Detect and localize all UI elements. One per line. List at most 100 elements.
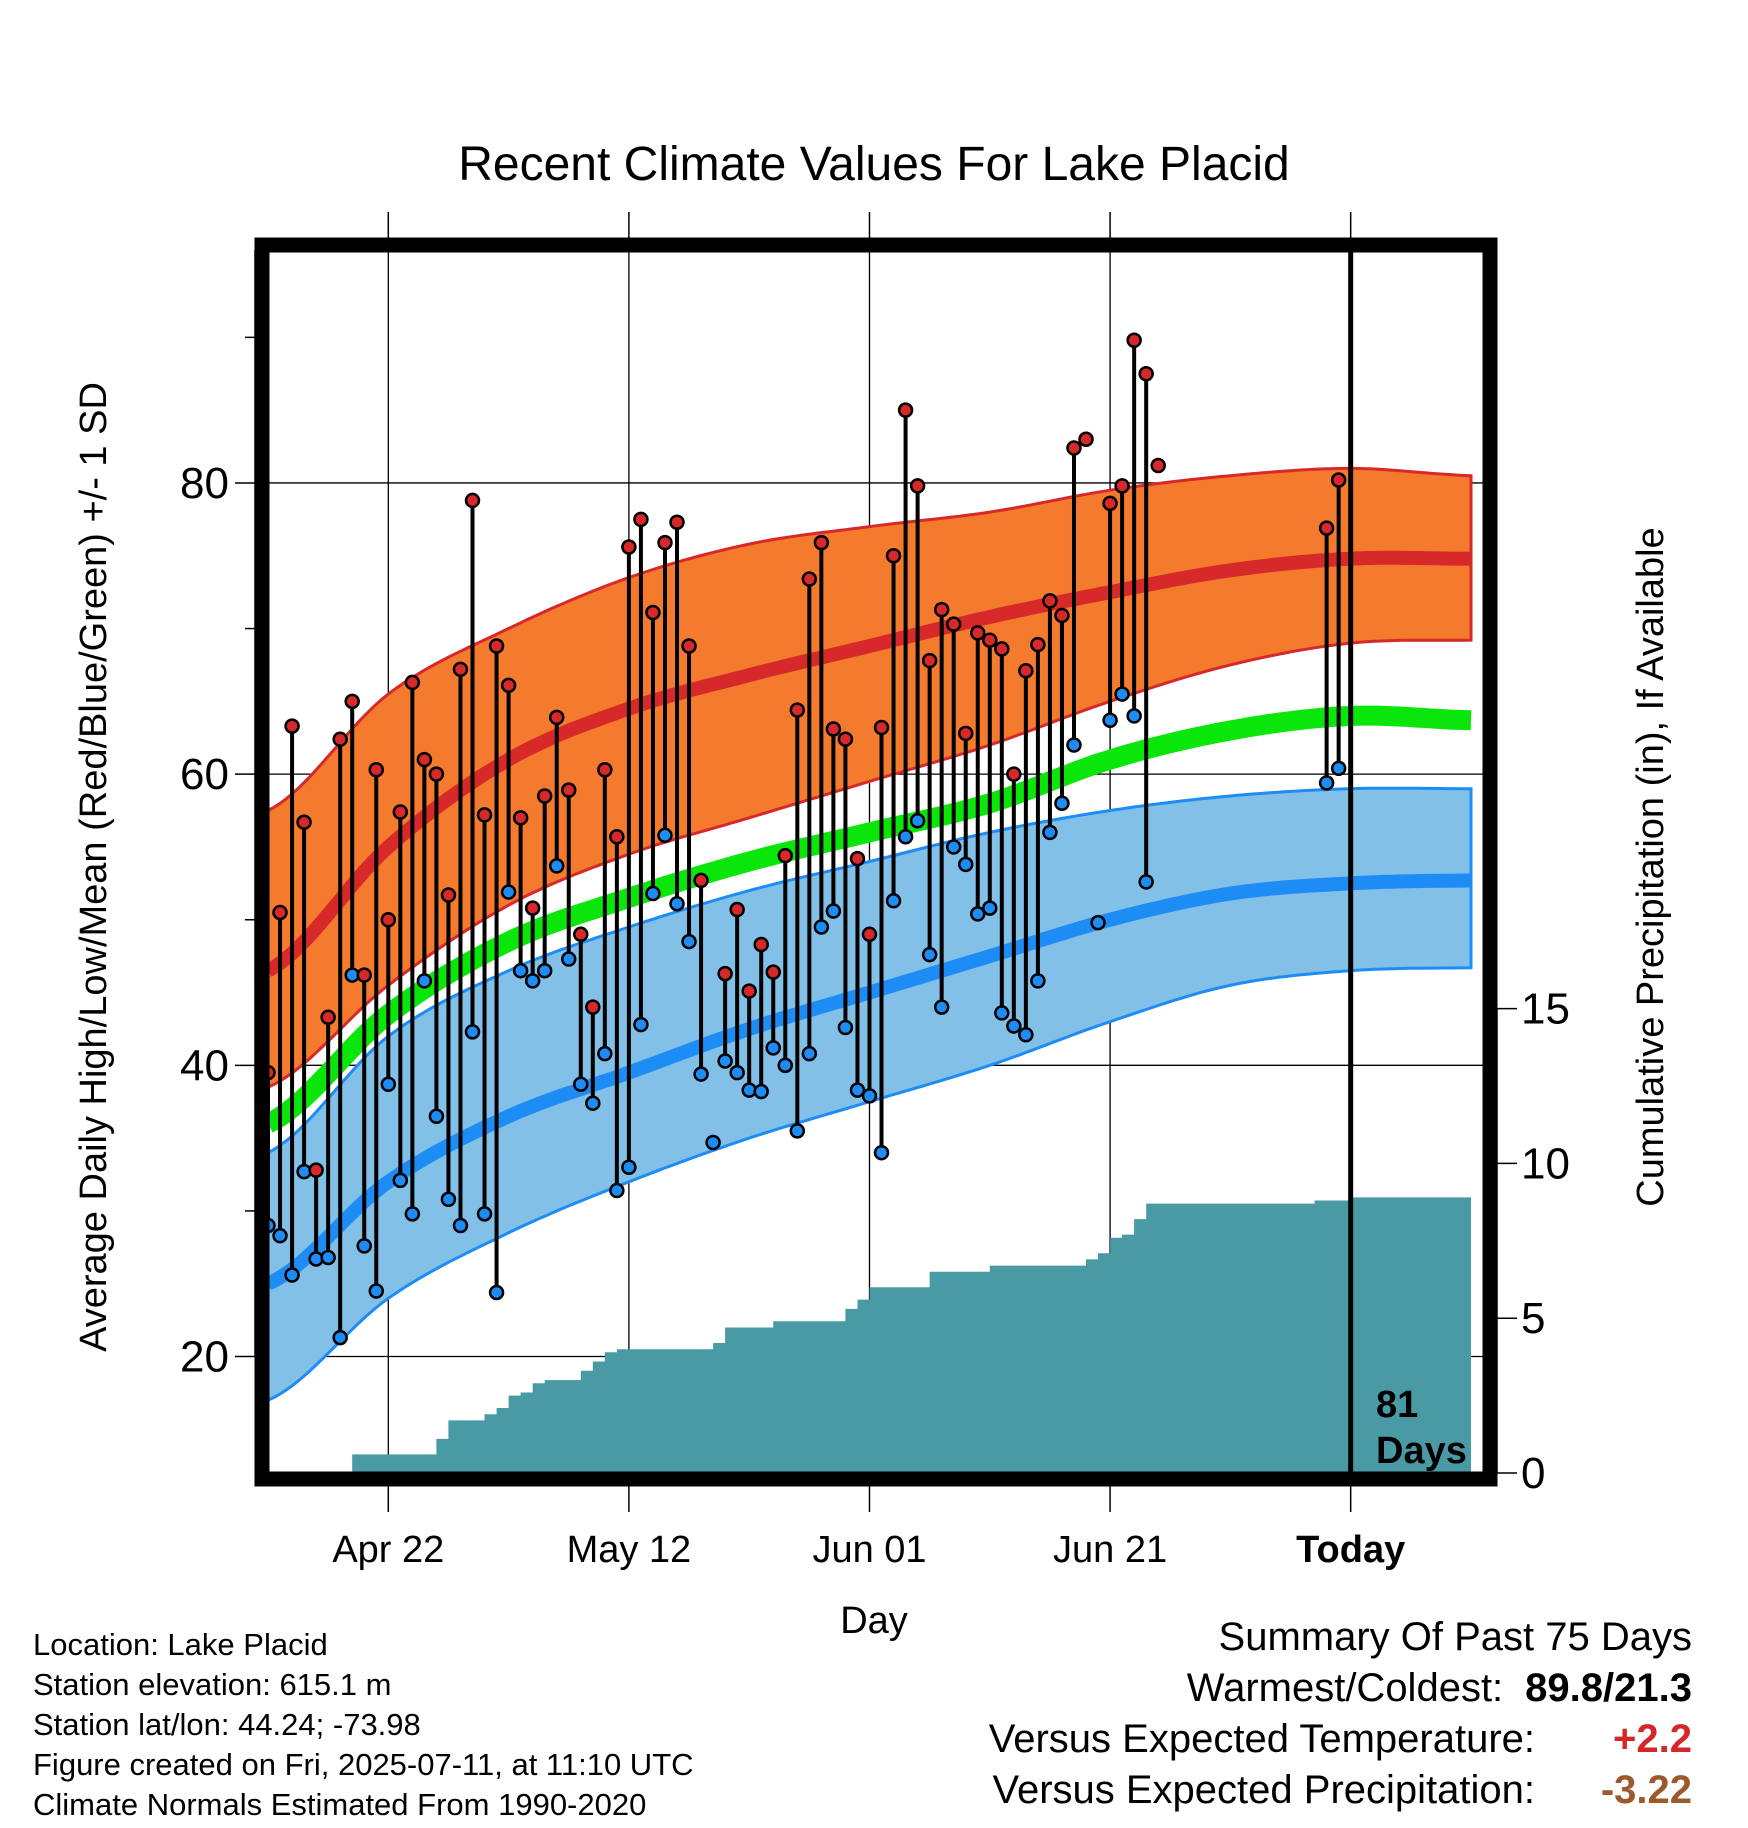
precip-anomaly-row: Versus Expected Precipitation: -3.22 <box>989 1765 1692 1816</box>
daily-high-point <box>308 1162 324 1178</box>
plot-frame <box>254 237 1498 1487</box>
daily-low-point <box>380 1076 397 1093</box>
daily-low-point <box>657 827 673 844</box>
left-axis-tick-label: 60 <box>180 750 229 799</box>
daily-low-point <box>536 962 553 979</box>
daily-high-point <box>548 709 565 726</box>
daily-low-point <box>573 1076 589 1093</box>
daily-high-point <box>801 571 818 587</box>
daily-low-point <box>392 1172 409 1189</box>
daily-high-point <box>440 887 457 903</box>
daily-low-point <box>633 1016 649 1033</box>
daily-high-point <box>741 983 757 999</box>
x-axis-tick-label: Today <box>1296 1529 1405 1571</box>
daily-low-point <box>1114 686 1130 702</box>
daily-low-point <box>597 1045 613 1062</box>
daily-high-point <box>970 625 986 641</box>
daily-low-point <box>909 812 926 829</box>
daily-high-point <box>933 601 950 618</box>
daily-high-point <box>681 638 697 654</box>
daily-high-point <box>392 804 409 820</box>
daily-high-point <box>861 926 878 943</box>
daily-low-point <box>440 1191 457 1208</box>
daily-high-point <box>897 402 914 418</box>
precip-anomaly-label: Versus Expected Precipitation: <box>992 1768 1535 1812</box>
today-days-label: Days <box>1376 1430 1467 1472</box>
y-axis-label-left: Average Daily High/Low/Mean (Red/Blue/Gr… <box>73 382 115 1352</box>
warm-cold-label: Warmest/Coldest: <box>1186 1666 1504 1710</box>
daily-high-point <box>332 731 348 747</box>
daily-low-point <box>1030 973 1046 989</box>
daily-low-point <box>488 1284 505 1301</box>
daily-low-point <box>621 1159 637 1175</box>
daily-high-point <box>500 677 517 694</box>
daily-low-point <box>284 1267 300 1283</box>
daily-low-point <box>464 1024 481 1040</box>
daily-low-point <box>933 999 950 1015</box>
daily-high-point <box>921 652 938 669</box>
right-axis-tick-label: 15 <box>1521 985 1570 1034</box>
daily-high-point <box>1126 332 1142 349</box>
daily-low-point <box>368 1283 385 1299</box>
daily-high-point <box>1006 766 1022 782</box>
daily-low-point <box>1126 708 1142 724</box>
daily-high-point <box>1330 472 1347 488</box>
daily-low-point <box>777 1057 794 1074</box>
daily-high-point <box>268 1064 276 1081</box>
daily-high-point <box>296 814 312 830</box>
daily-low-point <box>500 884 517 900</box>
temp-anomaly-value: +2.2 <box>1613 1717 1692 1761</box>
daily-high-point <box>873 719 890 736</box>
daily-high-point <box>825 721 842 737</box>
precip-anomaly-value: -3.22 <box>1600 1768 1692 1812</box>
daily-low-point <box>873 1144 890 1161</box>
daily-low-point <box>452 1217 469 1234</box>
daily-high-point <box>1054 607 1070 624</box>
daily-low-point <box>1006 1018 1022 1034</box>
daily-high-point <box>765 964 781 980</box>
daily-high-point <box>1078 431 1094 448</box>
daily-low-point <box>765 1040 781 1056</box>
axes: 20 40 60 80 0 5 10 15 Apr 22 May 12 Jun 01 Jun 21 To… <box>180 212 1570 1571</box>
daily-high-point <box>693 872 709 889</box>
daily-low-point <box>669 895 685 912</box>
left-axis-tick-label: 20 <box>180 1333 229 1382</box>
daily-high-point <box>404 674 421 691</box>
daily-low-point <box>861 1088 878 1104</box>
daily-high-point <box>476 807 493 823</box>
plot-area <box>268 250 1483 1473</box>
daily-high-point <box>320 1009 336 1026</box>
daily-low-point <box>560 951 577 967</box>
daily-low-point <box>1330 760 1347 777</box>
daily-high-point <box>488 638 505 654</box>
warm-cold-row: Warmest/Coldest: 89.8/21.3 <box>989 1663 1692 1714</box>
daily-high-point <box>633 511 649 528</box>
latlon-text: Station lat/lon: 44.24; -73.98 <box>33 1707 421 1742</box>
daily-high-point <box>1114 478 1130 494</box>
daily-high-point <box>657 534 673 551</box>
daily-low-point <box>885 893 902 909</box>
daily-low-point <box>1042 824 1058 841</box>
daily-low-point <box>897 828 914 845</box>
daily-high-point <box>909 478 926 494</box>
daily-low-point <box>753 1083 769 1100</box>
temp-anomaly-label: Versus Expected Temperature: <box>988 1717 1535 1761</box>
daily-low-point <box>970 906 986 922</box>
daily-high-point <box>512 810 529 826</box>
daily-high-point <box>284 718 300 734</box>
temp-anomaly-row: Versus Expected Temperature: +2.2 <box>989 1714 1692 1765</box>
daily-high-point <box>597 762 613 778</box>
daily-high-point <box>368 762 385 778</box>
elevation-text: Station elevation: 615.1 m <box>33 1667 392 1702</box>
mean-normal-line <box>268 705 1472 1133</box>
daily-high-point <box>272 904 288 921</box>
daily-high-point <box>994 641 1010 657</box>
daily-low-point <box>705 1134 721 1151</box>
daily-high-point <box>560 782 577 798</box>
daily-high-point <box>957 725 974 742</box>
chart-title: Recent Climate Values For Lake Placid <box>458 138 1290 191</box>
created-text: Figure created on Fri, 2025-07-11, at 11… <box>33 1747 694 1782</box>
daily-low-point <box>849 1082 866 1098</box>
daily-low-point <box>1054 795 1070 812</box>
warm-cold-value: 89.8/21.3 <box>1525 1666 1692 1710</box>
